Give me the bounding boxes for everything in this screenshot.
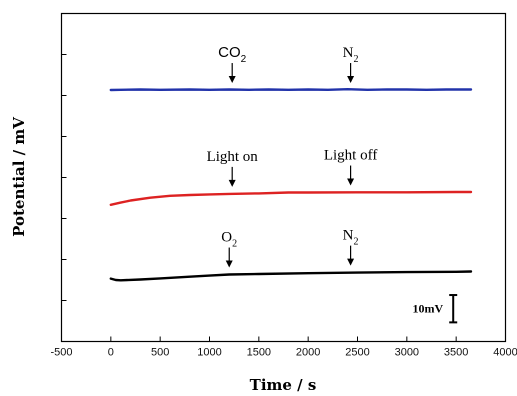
- scale-bar: 10mV: [413, 294, 458, 324]
- annotation-5: O2: [221, 230, 237, 268]
- series-line-3: [109, 270, 473, 282]
- annotation-layer: CO2 N2 Light on Light off O2 N2: [207, 44, 377, 268]
- x-tick-label: 500: [151, 347, 169, 359]
- annotation-label: CO2: [218, 44, 247, 65]
- annotation-4: Light off: [324, 148, 377, 186]
- x-tick-label: 1000: [197, 347, 221, 359]
- annotation-2: N2: [343, 45, 359, 84]
- y-axis-ticks: [61, 54, 67, 301]
- series-line-2: [109, 190, 473, 206]
- series-line-1: [109, 88, 473, 92]
- x-tick-label: 4000: [493, 347, 517, 359]
- x-tick-label: 3500: [444, 347, 468, 359]
- x-tick-label: 2000: [296, 347, 320, 359]
- annotation-arrow-head: [228, 76, 236, 84]
- scale-bar-label: 10mV: [413, 302, 444, 316]
- annotation-1: CO2: [218, 44, 247, 84]
- x-tick-label: 1500: [247, 347, 271, 359]
- x-tick-label: 2500: [345, 347, 369, 359]
- annotation-6: N2: [343, 228, 359, 266]
- annotation-label: Light off: [324, 148, 377, 164]
- annotation-arrow-head: [347, 178, 355, 186]
- annotation-3: Light on: [207, 149, 259, 187]
- x-tick-label: -500: [50, 347, 72, 359]
- annotation-label: Light on: [207, 149, 259, 165]
- annotation-label: O2: [221, 230, 237, 250]
- series-layer: [109, 88, 473, 282]
- annotation-arrow-head: [347, 76, 355, 84]
- x-axis-title: Time / s: [250, 376, 317, 394]
- y-axis-title: Potential / mV: [10, 117, 28, 237]
- annotation-label: N2: [343, 228, 359, 248]
- annotation-label: N2: [343, 45, 359, 65]
- annotation-arrow-head: [347, 258, 355, 266]
- annotation-arrow-head: [225, 260, 233, 268]
- annotation-arrow-head: [228, 179, 236, 187]
- plot-frame: [60, 12, 507, 343]
- x-tick-label: 0: [108, 347, 114, 359]
- x-tick-label: 3000: [395, 347, 419, 359]
- x-axis-ticks: -500 0 500 1000 1500 2000 2500 3000 3500 4000: [50, 336, 517, 359]
